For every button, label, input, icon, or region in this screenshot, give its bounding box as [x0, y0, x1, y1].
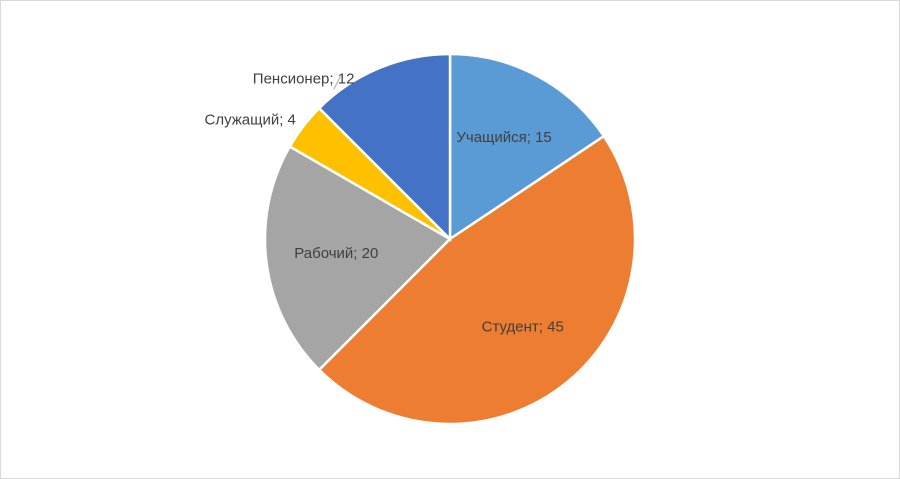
- data-label: Студент; 45: [482, 319, 564, 336]
- pie-slice: [263, 144, 453, 372]
- pie-slice: [317, 52, 452, 243]
- pie-slice: [317, 134, 637, 426]
- pie-slice: [448, 52, 606, 242]
- data-label: Рабочий; 20: [294, 245, 378, 262]
- data-label: Учащийся; 15: [456, 129, 551, 146]
- data-label: Служащий; 4: [204, 112, 295, 129]
- data-label: Пенсионер; 12: [253, 71, 355, 88]
- leader-line: [333, 76, 341, 90]
